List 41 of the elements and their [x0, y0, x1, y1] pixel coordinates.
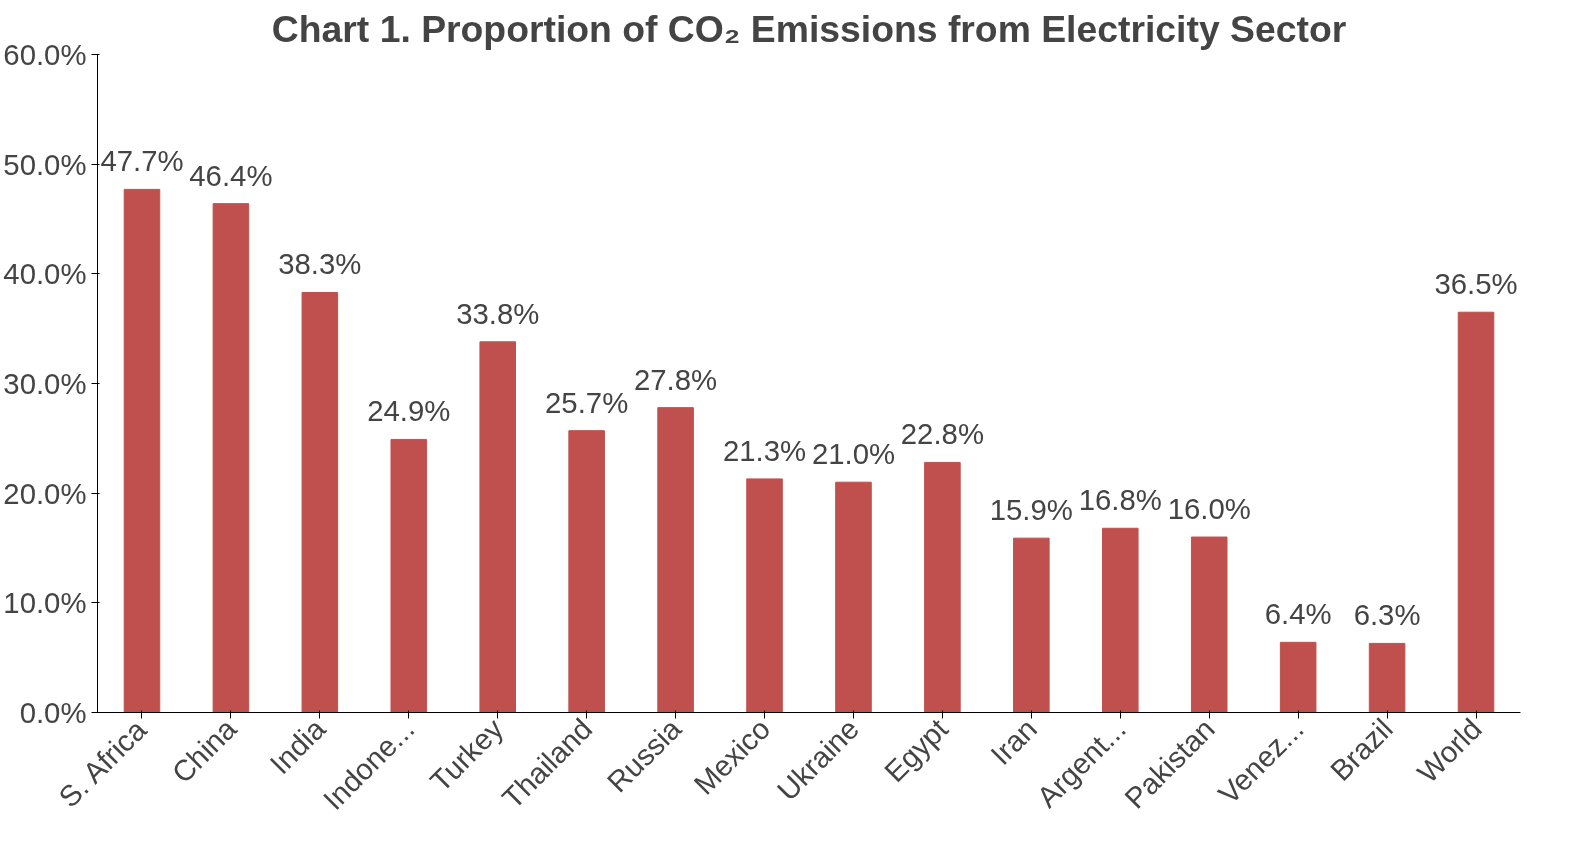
data-label: 33.8% [456, 296, 540, 330]
y-tick-label: 0.0% [19, 696, 87, 729]
bar [1457, 311, 1495, 713]
y-tick-label: 30.0% [3, 367, 87, 400]
bar [924, 461, 961, 713]
bar [301, 291, 339, 713]
data-label: 21.3% [722, 433, 807, 467]
y-tick-label: 40.0% [3, 257, 87, 291]
bar [1190, 536, 1228, 713]
data-label: 25.7% [545, 385, 629, 419]
data-label: 24.9% [367, 394, 451, 428]
x-tick-label: Iran [983, 711, 1044, 771]
bar [568, 430, 605, 713]
data-label: 36.5% [1434, 267, 1518, 301]
data-label: 15.9% [989, 493, 1073, 527]
bar [1368, 642, 1406, 713]
bar [1279, 641, 1317, 713]
data-label: 16.8% [1078, 483, 1162, 517]
y-tick-label: 10.0% [3, 586, 87, 620]
data-label: 46.4% [189, 158, 273, 192]
data-label: 21.0% [811, 437, 896, 471]
data-label: 16.0% [1167, 492, 1251, 526]
bar [479, 341, 517, 713]
data-label: 47.7% [100, 144, 184, 178]
y-tick-label: 20.0% [3, 476, 87, 510]
bar [212, 203, 250, 713]
bar [1013, 537, 1050, 713]
chart-title: Chart 1. Proportion of CO₂ Emissions from Electricity Sector [271, 7, 1347, 50]
data-label: 6.4% [1264, 597, 1332, 631]
bar [835, 481, 872, 713]
bar [123, 188, 161, 713]
data-label: 6.3% [1353, 598, 1421, 632]
bar [746, 478, 783, 713]
bar [390, 438, 428, 713]
y-tick-label: 60.0% [3, 38, 87, 71]
data-label: 22.8% [900, 417, 984, 451]
data-label: 38.3% [278, 247, 362, 281]
y-tick-label: 50.0% [3, 147, 87, 181]
bar [657, 407, 694, 713]
data-label: 27.8% [634, 362, 718, 396]
bar [1101, 527, 1139, 713]
